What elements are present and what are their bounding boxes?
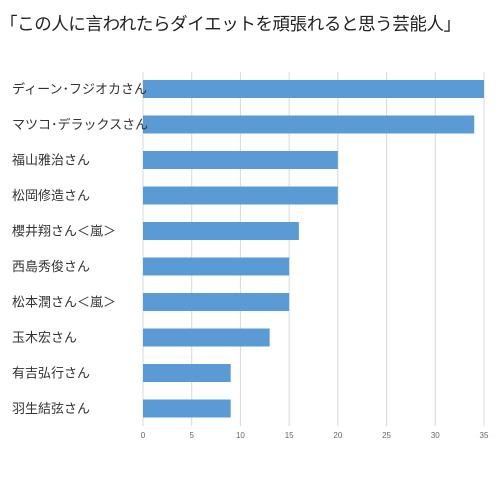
bar (143, 115, 475, 134)
gridlines (142, 72, 485, 426)
category-label: 羽生結弦さん (12, 401, 90, 417)
category-label: 松本潤さん＜嵐＞ (12, 296, 116, 311)
bar (143, 399, 231, 418)
bar (143, 151, 338, 169)
bar (143, 364, 231, 382)
x-tick-label: 5 (189, 431, 194, 440)
category-label: 玉木宏さん (12, 331, 77, 346)
category-label: 櫻井翔さん＜嵐＞ (12, 225, 116, 240)
bar (143, 80, 484, 98)
category-label: 福山雅治さん (12, 154, 90, 169)
chart-title: 「この人に言われたらダイエットを頑張れると思う芸能人」 (0, 15, 461, 35)
x-tick-label: 20 (333, 431, 342, 440)
x-tick-label: 15 (285, 431, 294, 440)
category-label: 松岡修造さん (12, 189, 90, 204)
x-tick-label: 25 (382, 431, 391, 440)
bar (143, 222, 299, 240)
bars (143, 80, 484, 418)
bar (143, 328, 270, 347)
category-label: 有吉弘行さん (12, 367, 90, 382)
x-tick-label: 30 (431, 431, 440, 440)
x-tick-label: 0 (141, 431, 146, 440)
bar (143, 257, 290, 276)
category-label: 西島秀俊さん (12, 260, 90, 275)
category-labels: ディーン･フジオカさんマツコ･デラックスさん福山雅治さん松岡修造さん櫻井翔さん＜… (12, 82, 148, 418)
bar (143, 293, 290, 311)
x-tick-label: 10 (236, 431, 245, 440)
category-label: ディーン･フジオカさん (12, 82, 147, 98)
category-label: マツコ･デラックスさん (12, 117, 148, 133)
x-tick-label: 35 (480, 431, 489, 440)
x-tick-labels: 0 5 10 15 20 25 30 35 (141, 431, 489, 440)
bar (143, 186, 338, 205)
